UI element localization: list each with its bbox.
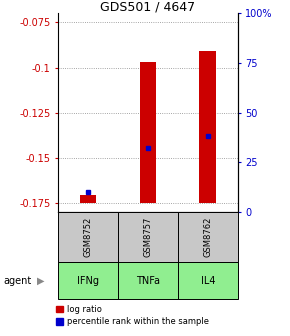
Text: TNFa: TNFa (136, 276, 160, 286)
Legend: log ratio, percentile rank within the sample: log ratio, percentile rank within the sa… (56, 305, 209, 326)
Text: GSM8752: GSM8752 (84, 217, 93, 257)
FancyBboxPatch shape (118, 262, 178, 299)
Text: ▶: ▶ (37, 276, 44, 286)
Text: agent: agent (3, 276, 31, 286)
FancyBboxPatch shape (178, 212, 238, 262)
Text: IFNg: IFNg (77, 276, 99, 286)
Bar (79, 196, 96, 203)
Text: GSM8757: GSM8757 (143, 217, 153, 257)
FancyBboxPatch shape (58, 262, 118, 299)
Text: IL4: IL4 (201, 276, 215, 286)
Bar (139, 62, 156, 203)
Bar (200, 51, 216, 203)
FancyBboxPatch shape (118, 212, 178, 262)
Title: GDS501 / 4647: GDS501 / 4647 (100, 0, 195, 13)
FancyBboxPatch shape (178, 262, 238, 299)
FancyBboxPatch shape (58, 212, 118, 262)
Text: GSM8762: GSM8762 (203, 217, 212, 257)
